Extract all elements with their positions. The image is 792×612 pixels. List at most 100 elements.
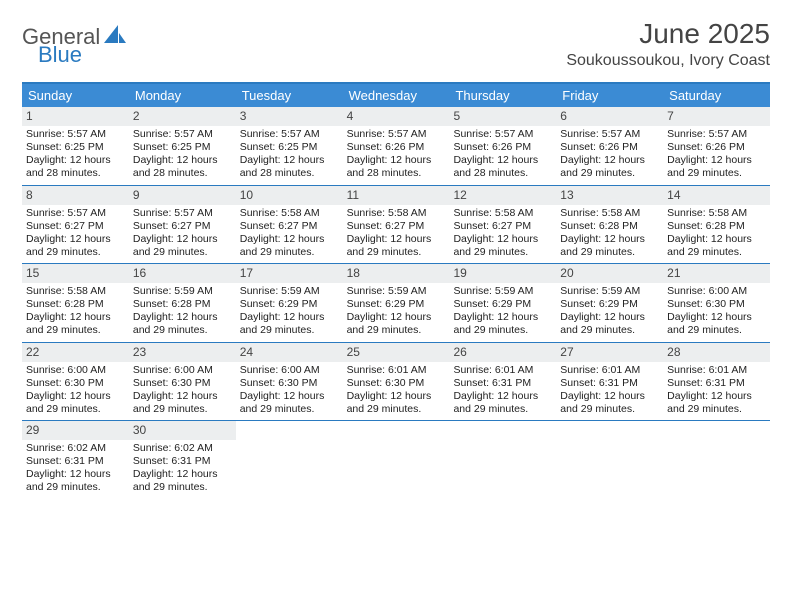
day-cell: 28Sunrise: 6:01 AMSunset: 6:31 PMDayligh… [663, 343, 770, 421]
sunrise-line: Sunrise: 5:59 AM [560, 285, 659, 298]
daylight-line: Daylight: 12 hours and 29 minutes. [560, 311, 659, 337]
day-cell: 12Sunrise: 5:58 AMSunset: 6:27 PMDayligh… [449, 186, 556, 264]
day-body: Sunrise: 5:57 AMSunset: 6:26 PMDaylight:… [453, 128, 552, 181]
daylight-line: Daylight: 12 hours and 28 minutes. [240, 154, 339, 180]
sunset-line: Sunset: 6:28 PM [133, 298, 232, 311]
daylight-line: Daylight: 12 hours and 29 minutes. [560, 233, 659, 259]
sunset-line: Sunset: 6:30 PM [133, 377, 232, 390]
day-body: Sunrise: 5:59 AMSunset: 6:29 PMDaylight:… [560, 285, 659, 338]
sunset-line: Sunset: 6:27 PM [453, 220, 552, 233]
day-number: 18 [343, 264, 450, 283]
day-cell: 13Sunrise: 5:58 AMSunset: 6:28 PMDayligh… [556, 186, 663, 264]
daylight-line: Daylight: 12 hours and 28 minutes. [133, 154, 232, 180]
day-cell: . [556, 421, 663, 499]
day-of-week-header: Monday [129, 84, 236, 107]
week-row: 29Sunrise: 6:02 AMSunset: 6:31 PMDayligh… [22, 421, 770, 499]
day-number: 15 [22, 264, 129, 283]
daylight-line: Daylight: 12 hours and 29 minutes. [133, 311, 232, 337]
sunset-line: Sunset: 6:27 PM [240, 220, 339, 233]
logo-word-2: Blue [38, 42, 82, 67]
day-cell: 15 Sunrise: 5:58 AMSunset: 6:28 PMDayligh… [22, 264, 129, 342]
day-cell: 4Sunrise: 5:57 AMSunset: 6:26 PMDaylight… [343, 107, 450, 185]
day-cell: 10 Sunrise: 5:58 AMSunset: 6:27 PMDayligh… [236, 186, 343, 264]
daylight-line: Daylight: 12 hours and 29 minutes. [667, 233, 766, 259]
sunset-line: Sunset: 6:29 PM [453, 298, 552, 311]
day-number: 10 [236, 186, 343, 205]
daylight-line: Daylight: 12 hours and 29 minutes. [133, 233, 232, 259]
day-number: 7 [663, 107, 770, 126]
sunrise-line: Sunrise: 5:57 AM [133, 207, 232, 220]
sunrise-line: Sunrise: 6:01 AM [560, 364, 659, 377]
sunset-line: Sunset: 6:27 PM [26, 220, 125, 233]
day-number: 1 [22, 107, 129, 126]
day-number: 20 [556, 264, 663, 283]
sunrise-line: Sunrise: 5:58 AM [560, 207, 659, 220]
day-body: Sunrise: 5:58 AMSunset: 6:27 PMDaylight:… [347, 207, 446, 260]
day-number: 12 [449, 186, 556, 205]
sunrise-line: Sunrise: 5:57 AM [347, 128, 446, 141]
sunset-line: Sunset: 6:25 PM [133, 141, 232, 154]
daylight-line: Daylight: 12 hours and 28 minutes. [453, 154, 552, 180]
day-number: 27 [556, 343, 663, 362]
day-body: Sunrise: 6:01 AMSunset: 6:31 PMDaylight:… [560, 364, 659, 417]
daylight-line: Daylight: 12 hours and 29 minutes. [667, 154, 766, 180]
sunrise-line: Sunrise: 6:01 AM [667, 364, 766, 377]
day-body: Sunrise: 5:57 AMSunset: 6:26 PMDaylight:… [667, 128, 766, 181]
sunset-line: Sunset: 6:25 PM [26, 141, 125, 154]
weeks-container: 1Sunrise: 5:57 AMSunset: 6:25 PMDaylight… [22, 107, 770, 499]
sunset-line: Sunset: 6:29 PM [347, 298, 446, 311]
daylight-line: Daylight: 12 hours and 29 minutes. [453, 311, 552, 337]
day-number: 21 [663, 264, 770, 283]
day-number: 2 [129, 107, 236, 126]
header: General Blue June 2025 Soukoussoukou, Iv… [22, 18, 770, 70]
day-body: Sunrise: 5:58 AMSunset: 6:27 PMDaylight:… [240, 207, 339, 260]
sunrise-line: Sunrise: 5:57 AM [667, 128, 766, 141]
sunrise-line: Sunrise: 6:00 AM [26, 364, 125, 377]
week-row: 22Sunrise: 6:00 AMSunset: 6:30 PMDayligh… [22, 343, 770, 422]
daylight-line: Daylight: 12 hours and 29 minutes. [26, 390, 125, 416]
daylight-line: Daylight: 12 hours and 28 minutes. [347, 154, 446, 180]
day-cell: 6Sunrise: 5:57 AMSunset: 6:26 PMDaylight… [556, 107, 663, 185]
day-number: 3 [236, 107, 343, 126]
day-cell: . [343, 421, 450, 499]
day-number: 25 [343, 343, 450, 362]
calendar-grid: SundayMondayTuesdayWednesdayThursdayFrid… [22, 82, 770, 499]
day-cell: . [663, 421, 770, 499]
sunset-line: Sunset: 6:28 PM [560, 220, 659, 233]
day-cell: 5 Sunrise: 5:57 AMSunset: 6:26 PMDaylight… [449, 107, 556, 185]
sunrise-line: Sunrise: 6:00 AM [667, 285, 766, 298]
day-cell: 25Sunrise: 6:01 AMSunset: 6:30 PMDayligh… [343, 343, 450, 421]
day-body: Sunrise: 6:01 AMSunset: 6:31 PMDaylight:… [667, 364, 766, 417]
title-block: June 2025 Soukoussoukou, Ivory Coast [566, 18, 770, 70]
sunrise-line: Sunrise: 5:57 AM [26, 128, 125, 141]
day-cell: 22Sunrise: 6:00 AMSunset: 6:30 PMDayligh… [22, 343, 129, 421]
sunset-line: Sunset: 6:26 PM [560, 141, 659, 154]
day-number: 9 [129, 186, 236, 205]
sunset-line: Sunset: 6:30 PM [26, 377, 125, 390]
day-cell: 20 Sunrise: 5:59 AMSunset: 6:29 PMDayligh… [556, 264, 663, 342]
sunrise-line: Sunrise: 6:02 AM [133, 442, 232, 455]
day-cell: 21Sunrise: 6:00 AMSunset: 6:30 PMDayligh… [663, 264, 770, 342]
week-row: 15 Sunrise: 5:58 AMSunset: 6:28 PMDayligh… [22, 264, 770, 343]
sunrise-line: Sunrise: 5:59 AM [453, 285, 552, 298]
sunset-line: Sunset: 6:30 PM [240, 377, 339, 390]
day-of-week-header: Saturday [663, 84, 770, 107]
sunset-line: Sunset: 6:29 PM [240, 298, 339, 311]
day-number: 24 [236, 343, 343, 362]
day-cell: 7 Sunrise: 5:57 AMSunset: 6:26 PMDaylight… [663, 107, 770, 185]
day-cell: . [449, 421, 556, 499]
sunset-line: Sunset: 6:31 PM [26, 455, 125, 468]
sunset-line: Sunset: 6:28 PM [667, 220, 766, 233]
day-body: Sunrise: 6:00 AMSunset: 6:30 PMDaylight:… [240, 364, 339, 417]
day-body: Sunrise: 5:58 AMSunset: 6:28 PMDaylight:… [26, 285, 125, 338]
day-cell: 26Sunrise: 6:01 AMSunset: 6:31 PMDayligh… [449, 343, 556, 421]
day-body: Sunrise: 5:59 AMSunset: 6:29 PMDaylight:… [453, 285, 552, 338]
daylight-line: Daylight: 12 hours and 29 minutes. [347, 311, 446, 337]
day-number: 29 [22, 421, 129, 440]
sunset-line: Sunset: 6:30 PM [667, 298, 766, 311]
sunset-line: Sunset: 6:26 PM [453, 141, 552, 154]
day-number: 5 [449, 107, 556, 126]
sunrise-line: Sunrise: 5:58 AM [240, 207, 339, 220]
day-cell: 23Sunrise: 6:00 AMSunset: 6:30 PMDayligh… [129, 343, 236, 421]
day-cell: 17Sunrise: 5:59 AMSunset: 6:29 PMDayligh… [236, 264, 343, 342]
